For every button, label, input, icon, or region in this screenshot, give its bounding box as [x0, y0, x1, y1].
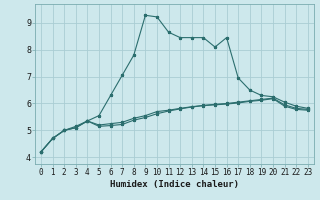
X-axis label: Humidex (Indice chaleur): Humidex (Indice chaleur) [110, 180, 239, 189]
